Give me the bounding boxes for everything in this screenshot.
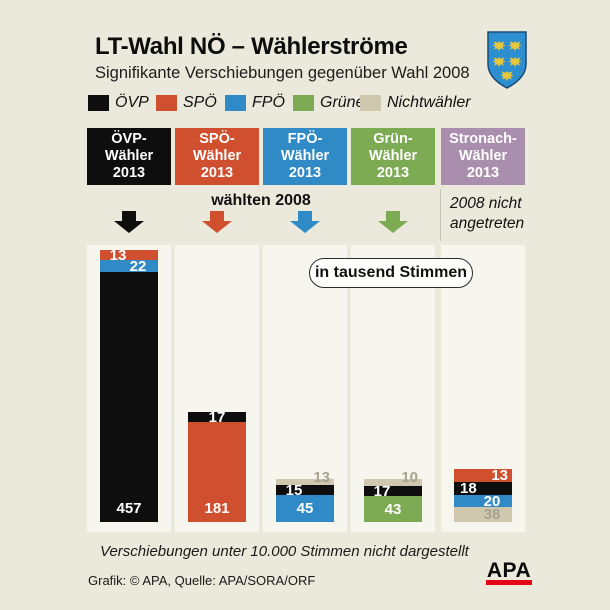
bar-segment-gruen-waehler-from-2 (364, 496, 422, 522)
unit-callout-pill: in tausend Stimmen (309, 258, 473, 288)
legend-label: Grüne (320, 93, 365, 111)
column-header-line: Wähler (458, 148, 508, 164)
column-header-line: 2013 (376, 165, 410, 181)
bar-stronach-waehler: 13 18 20 38 (454, 467, 512, 522)
column-header-line: Wähler (280, 148, 330, 164)
bar-segment-stronach-waehler-from-0 (454, 469, 512, 482)
apa-logo: APA (486, 560, 532, 585)
note-line: 2008 nicht (450, 195, 522, 212)
bar-segment-stronach-waehler-from-3 (454, 507, 512, 522)
legend-label: SPÖ (183, 93, 217, 111)
page-subtitle: Signifikante Verschiebungen gegenüber Wa… (95, 64, 470, 82)
apa-logo-text: APA (486, 559, 532, 582)
bar-segment-gruen-waehler-from-1 (364, 486, 422, 496)
bar-value-label: 45 (296, 500, 314, 517)
column-header-spoe-waehler: SPÖ- Wähler 2013 (175, 128, 259, 185)
footnote: Verschiebungen unter 10.000 Stimmen nich… (100, 543, 469, 560)
column-header-line: 2013 (288, 165, 322, 181)
bar-segment-oevp-waehler-from-0 (100, 250, 158, 260)
bar-value-label: 22 (129, 257, 147, 275)
column-header-line: 2013 (466, 165, 500, 181)
column-header-line: SPÖ- (199, 131, 235, 147)
legend-label: ÖVP (115, 93, 149, 111)
bar-value-label: 13 (491, 467, 508, 484)
bar-value-label: 20 (483, 492, 501, 510)
column-header-stronach-waehler: Stronach- Wähler 2013 (441, 128, 525, 185)
bar-segment-fpoe-waehler-from-1 (276, 485, 334, 495)
bar-segment-fpoe-waehler-from-2 (276, 495, 334, 522)
down-arrow-icon-fpoe-waehler (290, 211, 320, 238)
apa-logo-underline (486, 580, 532, 585)
legend-item-övp: ÖVP (88, 94, 149, 111)
bar-value-label: 457 (116, 500, 142, 517)
column-header-line: Grün- (373, 131, 413, 147)
bar-segment-fpoe-waehler-from-0 (276, 479, 334, 485)
bar-spoe-waehler: 17 181 (188, 408, 246, 522)
bar-value-label: 181 (204, 500, 230, 517)
legend-swatch-icon (360, 94, 381, 111)
bar-segment-spoe-waehler-from-1 (188, 422, 246, 522)
bar-fpoe-waehler: 13 15 45 (276, 470, 334, 522)
bar-value-label: 17 (208, 408, 226, 426)
down-arrow-icon-oevp-waehler (114, 211, 144, 238)
column-header-line: 2013 (112, 165, 146, 181)
legend-item-grüne: Grüne (293, 94, 364, 111)
column-header-gruen-waehler: Grün- Wähler 2013 (351, 128, 435, 185)
bar-value-label: 10 (401, 469, 418, 486)
bar-value-label: 18 (460, 480, 477, 497)
bar-value-label: 13 (109, 246, 127, 264)
column-header-line: 2013 (200, 165, 234, 181)
bar-oevp-waehler: 13 22 457 (100, 248, 158, 522)
bar-value-label: 38 (483, 506, 501, 523)
legend-swatch-icon (156, 94, 177, 111)
bar-segment-oevp-waehler-from-1 (100, 260, 158, 272)
down-arrow-icon-spoe-waehler (202, 211, 232, 238)
stronach-2008-note: 2008 nicht angetreten (450, 194, 530, 234)
column-header-line: ÖVP- (111, 131, 147, 147)
credit-line: Grafik: © APA, Quelle: APA/SORA/ORF (88, 573, 316, 588)
bar-segment-stronach-waehler-from-2 (454, 495, 512, 507)
legend-swatch-icon (225, 94, 246, 111)
legend-swatch-icon (293, 94, 314, 111)
legend-label: Nichtwähler (387, 93, 471, 111)
column-header-line: Wähler (192, 148, 242, 164)
note-line: angetreten (450, 215, 525, 232)
bar-segment-spoe-waehler-from-0 (188, 412, 246, 422)
down-arrow-icon-gruen-waehler (378, 211, 408, 238)
bar-value-label: 13 (313, 469, 330, 486)
bar-segment-oevp-waehler-from-2 (100, 272, 158, 522)
flow-band-label: wählten 2008 (211, 192, 311, 209)
legend-label: FPÖ (252, 93, 285, 111)
column-header-oevp-waehler: ÖVP- Wähler 2013 (87, 128, 171, 185)
bar-gruen-waehler: 10 17 43 (364, 470, 422, 522)
bar-segment-gruen-waehler-from-0 (364, 479, 422, 486)
column-header-fpoe-waehler: FPÖ- Wähler 2013 (263, 128, 347, 185)
page-title: LT-Wahl NÖ – Wählerströme (95, 33, 408, 60)
bar-segment-stronach-waehler-from-1 (454, 482, 512, 495)
column-header-line: Stronach- (449, 131, 517, 147)
column-separator (440, 189, 441, 241)
legend-item-nichtwähler: Nichtwähler (360, 94, 471, 111)
bar-value-label: 43 (384, 500, 402, 518)
legend-swatch-icon (88, 94, 109, 111)
column-header-line: FPÖ- (287, 131, 323, 147)
legend-item-fpö: FPÖ (225, 94, 285, 111)
bar-value-label: 15 (285, 481, 303, 499)
column-header-line: Wähler (368, 148, 418, 164)
column-header-line: Wähler (104, 148, 154, 164)
bar-value-label: 17 (373, 482, 391, 500)
lower-austria-coat-of-arms-icon (486, 30, 528, 96)
legend-item-spö: SPÖ (156, 94, 217, 111)
